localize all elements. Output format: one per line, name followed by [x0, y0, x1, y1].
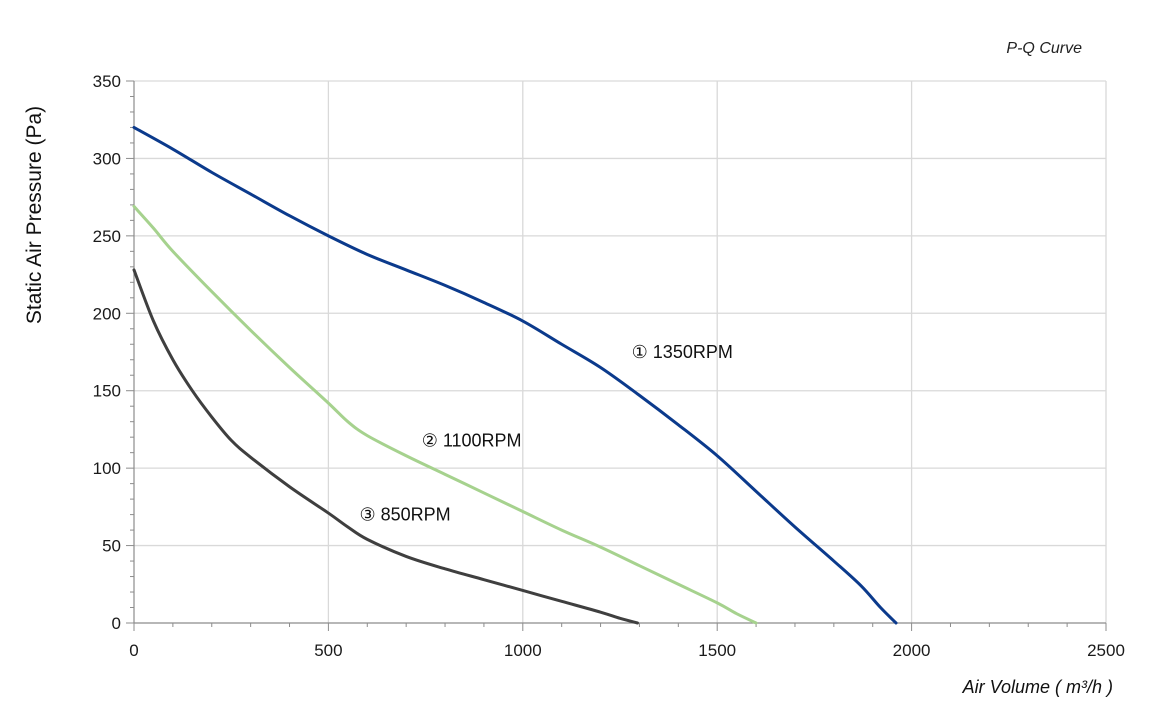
x-tick-label: 2500: [1087, 641, 1125, 660]
curve-labels: ① 1350RPM ② 1100RPM ③ 850RPM: [360, 342, 733, 525]
tick-labels: 0 50 100 150 200 250 300 350 0 500 1000 1500 2000 250…: [93, 72, 1125, 660]
series-1100rpm-line: [132, 204, 758, 625]
series-1350rpm-line: [132, 125, 898, 625]
series-lines: [132, 125, 898, 625]
series-850rpm-label: ③ 850RPM: [360, 505, 451, 525]
y-tick-label: 300: [93, 149, 121, 168]
y-tick-label: 250: [93, 227, 121, 246]
series-850rpm-line: [132, 268, 639, 625]
y-tick-label: 350: [93, 72, 121, 91]
axes: [126, 80, 1107, 631]
series-1350rpm-label: ① 1350RPM: [632, 342, 733, 362]
chart-title: P-Q Curve: [1006, 40, 1082, 57]
y-tick-label: 200: [93, 304, 121, 323]
x-tick-label: 500: [314, 641, 342, 660]
series-1100rpm-label: ② 1100RPM: [422, 430, 522, 450]
y-tick-label: 50: [102, 537, 121, 556]
y-axis-title: Static Air Pressure (Pa): [23, 106, 46, 324]
x-axis-title: Air Volume ( m³/h ): [962, 677, 1113, 697]
x-tick-label: 2000: [893, 641, 931, 660]
y-tick-label: 150: [93, 382, 121, 401]
x-tick-label: 1000: [504, 641, 542, 660]
gridlines: [134, 80, 1107, 623]
y-tick-label: 100: [93, 459, 121, 478]
x-tick-label: 0: [129, 641, 138, 660]
x-tick-label: 1500: [698, 641, 736, 660]
y-tick-label: 0: [112, 614, 121, 633]
